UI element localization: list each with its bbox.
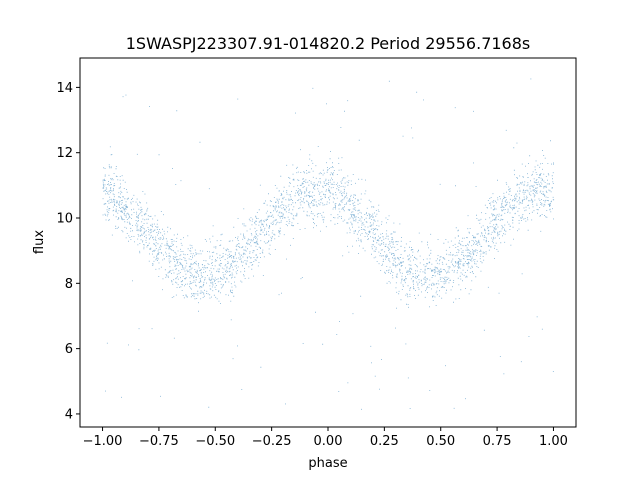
x-tick-label: −1.00 (83, 434, 123, 449)
x-tick-label: −0.25 (252, 434, 292, 449)
y-tick-label: 14 (56, 81, 73, 96)
y-tick-label: 12 (56, 146, 73, 161)
y-tick-label: 6 (65, 342, 73, 357)
x-tick-label: 0.50 (426, 434, 455, 449)
y-tick-label: 8 (65, 277, 73, 292)
y-tick-label: 4 (65, 407, 73, 422)
y-tick-label: 10 (56, 212, 73, 227)
x-tick-label: −0.50 (195, 434, 235, 449)
x-tick-label: 1.00 (539, 434, 568, 449)
y-axis: 4 6 8 10 12 14 (56, 81, 80, 422)
x-tick-label: 0.75 (483, 434, 512, 449)
chart-title: 1SWASPJ223307.91-014820.2 Period 29556.7… (126, 34, 531, 53)
x-tick-label: −0.75 (139, 434, 179, 449)
x-tick-label: 0.25 (370, 434, 399, 449)
x-axis-label: phase (308, 456, 347, 471)
x-tick-label: 0.00 (314, 434, 343, 449)
y-axis-label: flux (32, 230, 47, 254)
x-axis: −1.00 −0.75 −0.50 −0.25 0.00 0.25 0.50 0.75 1.00 (83, 427, 568, 449)
